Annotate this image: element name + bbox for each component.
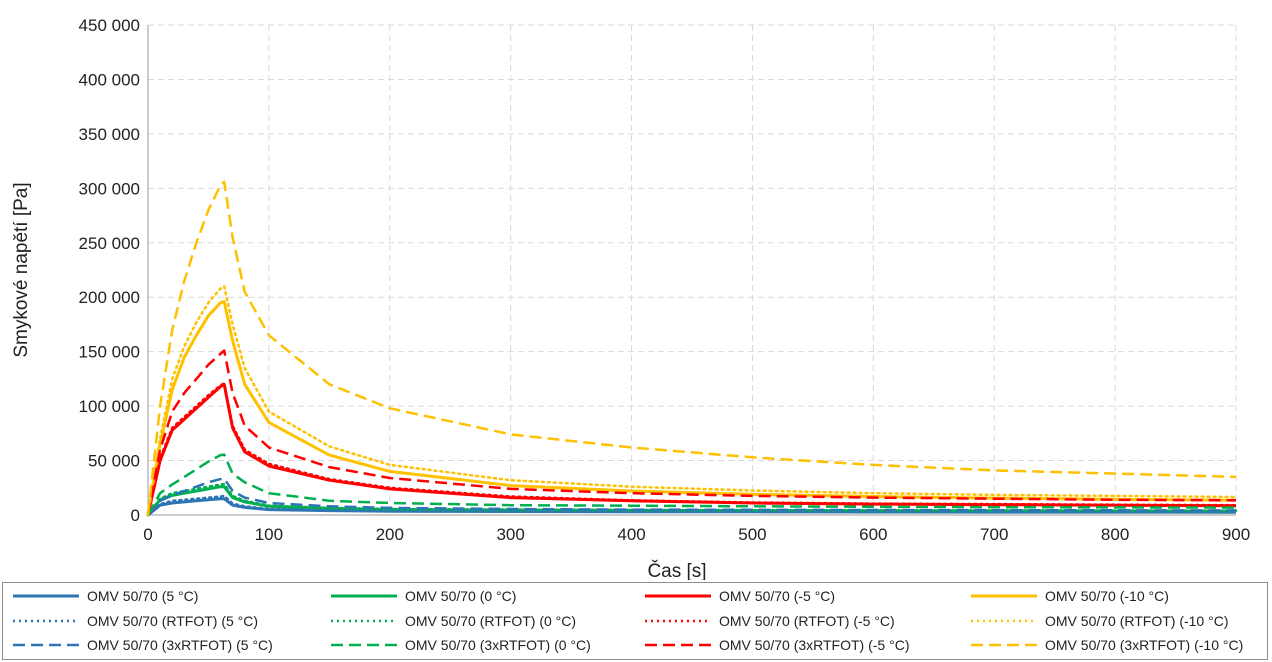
legend-swatch (13, 594, 79, 598)
legend-label: OMV 50/70 (5 °C) (87, 588, 199, 604)
legend-swatch (645, 594, 711, 598)
y-tick-label: 150 000 (79, 343, 140, 362)
series-lines (146, 180, 1238, 517)
series-line (146, 381, 1238, 517)
series-line (147, 477, 1237, 516)
x-tick-label: 100 (255, 525, 283, 544)
legend-swatch (645, 643, 711, 647)
grid-lines (148, 24, 1237, 515)
series-line (146, 494, 1238, 517)
y-tick-label: 400 000 (79, 70, 140, 89)
legend-item: OMV 50/70 (3xRTFOT) (-5 °C) (643, 635, 909, 655)
legend-label: OMV 50/70 (3xRTFOT) (0 °C) (405, 637, 591, 653)
legend-item: OMV 50/70 (RTFOT) (-10 °C) (969, 611, 1228, 631)
chart-canvas: 0 100 200 300 400 500 600 700 800 900 0 50 000 100 0… (11, 16, 1251, 580)
legend-swatch (971, 619, 1037, 623)
legend-label: OMV 50/70 (RTFOT) (5 °C) (87, 613, 259, 629)
y-tick-label: 100 000 (79, 397, 140, 416)
x-tick-label: 200 (376, 525, 404, 544)
tick-labels: 0 100 200 300 400 500 600 700 800 900 0 50 000 100 0… (79, 16, 1251, 544)
y-tick-label: 0 (131, 506, 140, 525)
y-tick-label: 250 000 (79, 234, 140, 253)
x-tick-label: 400 (617, 525, 645, 544)
legend-swatch (971, 594, 1037, 598)
legend-label: OMV 50/70 (-5 °C) (719, 588, 836, 604)
legend-item: OMV 50/70 (-10 °C) (969, 586, 1169, 606)
y-tick-label: 200 000 (79, 288, 140, 307)
legend-label: OMV 50/70 (-10 °C) (1045, 588, 1169, 604)
series-line (146, 382, 1237, 516)
legend-label: OMV 50/70 (3xRTFOT) (5 °C) (87, 637, 273, 653)
legend-swatch (13, 619, 79, 623)
legend-label: OMV 50/70 (3xRTFOT) (-5 °C) (719, 637, 910, 653)
legend-item: OMV 50/70 (RTFOT) (-5 °C) (643, 611, 895, 631)
legend-label: OMV 50/70 (0 °C) (405, 588, 517, 604)
legend-swatch (331, 643, 397, 647)
legend-label: OMV 50/70 (3xRTFOT) (-10 °C) (1045, 637, 1244, 653)
legend-swatch (331, 594, 397, 598)
y-tick-label: 450 000 (79, 16, 140, 35)
x-tick-label: 0 (143, 525, 152, 544)
legend-label: OMV 50/70 (RTFOT) (-10 °C) (1045, 613, 1229, 629)
legend-item: OMV 50/70 (RTFOT) (0 °C) (329, 611, 576, 631)
x-tick-label: 700 (980, 525, 1008, 544)
legend-swatch (13, 643, 79, 647)
legend-item: OMV 50/70 (-5 °C) (643, 586, 835, 606)
y-tick-label: 350 000 (79, 125, 140, 144)
legend-label: OMV 50/70 (RTFOT) (0 °C) (405, 613, 577, 629)
legend-item: OMV 50/70 (3xRTFOT) (-10 °C) (969, 635, 1243, 655)
x-tick-label: 900 (1222, 525, 1250, 544)
axes (147, 25, 1236, 516)
x-tick-label: 600 (859, 525, 887, 544)
y-tick-label: 50 000 (88, 452, 140, 471)
series-line (146, 349, 1237, 516)
y-tick-label: 300 000 (79, 179, 140, 198)
legend-swatch (645, 619, 711, 623)
legend: OMV 50/70 (5 °C) OMV 50/70 (0 °C) OMV 50/7… (2, 582, 1268, 660)
legend-swatch (331, 619, 397, 623)
x-tick-label: 500 (738, 525, 766, 544)
legend-item: OMV 50/70 (0 °C) (329, 586, 516, 606)
y-axis-title: Smykové napětí [Pa] (11, 182, 32, 357)
legend-item: OMV 50/70 (3xRTFOT) (5 °C) (11, 635, 273, 655)
legend-label: OMV 50/70 (RTFOT) (-5 °C) (719, 613, 895, 629)
x-tick-label: 800 (1101, 525, 1129, 544)
legend-item: OMV 50/70 (3xRTFOT) (0 °C) (329, 635, 591, 655)
legend-item: OMV 50/70 (5 °C) (11, 586, 198, 606)
series-line (146, 453, 1237, 516)
series-line (146, 300, 1237, 516)
x-tick-label: 300 (496, 525, 524, 544)
legend-item: OMV 50/70 (RTFOT) (5 °C) (11, 611, 258, 631)
series-line (146, 180, 1237, 516)
series-line (146, 285, 1238, 517)
x-axis-title: Čas [s] (647, 560, 706, 580)
legend-swatch (971, 643, 1037, 647)
